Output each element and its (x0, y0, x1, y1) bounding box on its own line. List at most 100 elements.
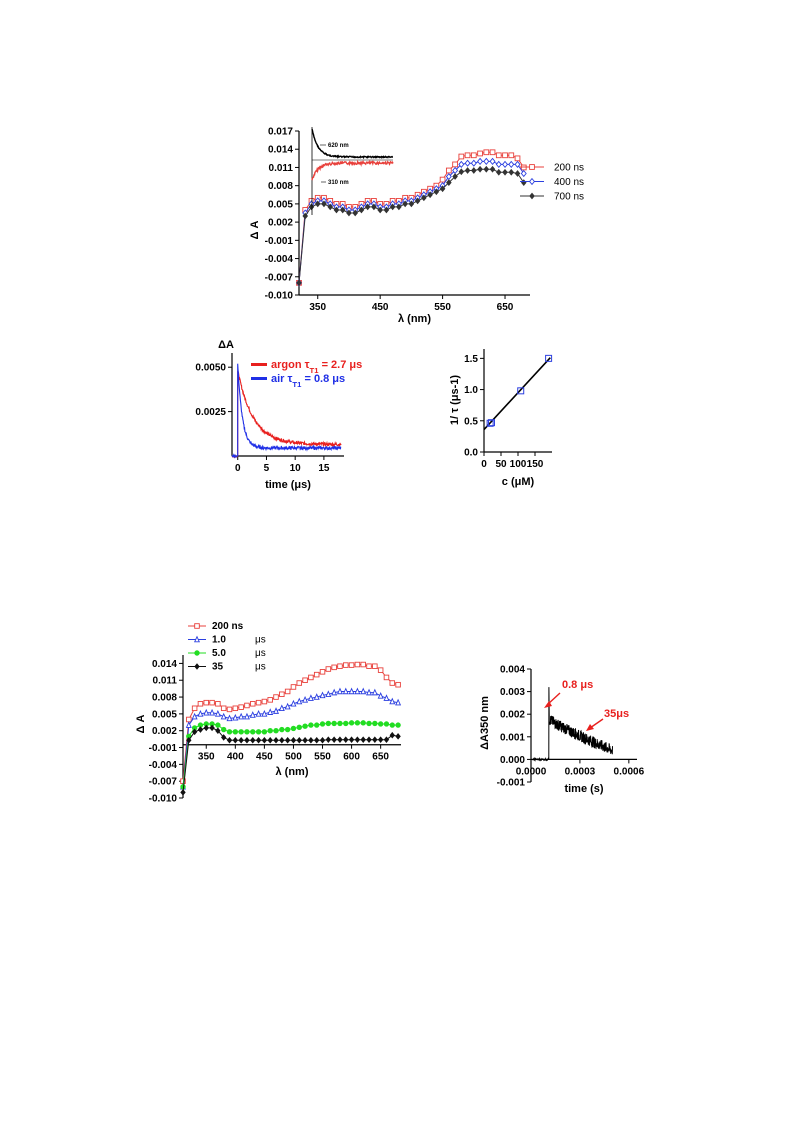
data-point (203, 699, 210, 706)
data-point (261, 736, 268, 744)
x-tick-label: 650 (497, 302, 514, 313)
data-point (238, 712, 245, 720)
series-line-0 (298, 151, 525, 283)
data-point (203, 724, 209, 732)
data-point (273, 707, 280, 714)
data-point (267, 728, 273, 734)
legend-label-1: air τT1 = 0.8 μs (271, 373, 345, 389)
data-point (520, 169, 527, 178)
legend-label-0: 200 ns (554, 163, 584, 174)
data-point (308, 674, 314, 681)
data-point (502, 168, 508, 176)
x-tick-label: 50 (495, 459, 507, 470)
data-point (336, 687, 343, 695)
data-point (389, 203, 396, 211)
data-point (279, 736, 285, 744)
data-point (220, 712, 227, 720)
data-point (321, 200, 327, 208)
legend-unit-2: μs (255, 648, 266, 659)
legend-label-0: 200 ns (212, 621, 244, 632)
data-point (296, 724, 302, 731)
data-point (249, 711, 256, 718)
data-point (180, 789, 186, 796)
inset-trace-620nm (311, 128, 393, 160)
data-point (273, 694, 279, 700)
data-point (458, 168, 465, 176)
data-point (191, 712, 198, 720)
y-tick-label: 0.011 (153, 676, 178, 687)
data-point (354, 720, 361, 726)
legend-marker-2 (194, 650, 200, 656)
data-point (273, 728, 279, 734)
y-tick-label: -0.001 (497, 778, 526, 789)
data-point (514, 155, 521, 162)
chart-transient-spectra-bottom: -0.010 -0.007 -0.004 -0.001 0.002 0.005 0.008 0… (135, 621, 402, 805)
legend-unit-1: μs (255, 635, 266, 646)
y-tick-label: 0.0050 (195, 363, 226, 374)
data-point (396, 203, 402, 211)
data-point (343, 736, 349, 743)
data-point (273, 736, 279, 744)
data-point (343, 720, 349, 727)
legend-label-2: 700 ns (554, 192, 584, 203)
data-point (267, 708, 274, 715)
data-point (358, 206, 365, 214)
y-tick-label: 0.017 (268, 127, 293, 138)
data-point (366, 720, 372, 727)
data-point (389, 680, 396, 686)
data-point (238, 736, 244, 744)
data-point (486, 419, 494, 427)
x-tick-label: 650 (372, 752, 389, 763)
data-point (402, 200, 408, 208)
data-point (267, 736, 273, 744)
y-tick-label: 0.014 (152, 659, 177, 670)
data-point (383, 694, 390, 701)
y-tick-label: 0.011 (269, 163, 294, 174)
data-point (209, 724, 215, 732)
y-tick-label: 1.0 (464, 385, 478, 396)
data-point (395, 722, 401, 728)
data-point (284, 726, 291, 733)
y-axis-label: ΔA350 nm (479, 696, 491, 750)
x-tick-label: 350 (198, 752, 215, 763)
data-point (502, 152, 508, 159)
data-point (371, 203, 377, 211)
data-point (377, 667, 384, 673)
data-point (209, 699, 215, 706)
x-tick-label: 550 (434, 302, 451, 313)
data-point (255, 699, 262, 706)
data-point (395, 733, 401, 740)
data-point (302, 723, 308, 729)
data-point (360, 720, 366, 726)
y-tick-label: 0.0025 (195, 407, 226, 418)
y-tick-label: -0.007 (265, 272, 294, 283)
data-point (226, 736, 233, 744)
data-point (290, 736, 297, 744)
chart-kinetic-trace-350nm: -0.001 0.000 0.001 0.002 0.003 0.004 0.0000 0.0… (479, 665, 645, 796)
data-point (250, 736, 256, 744)
legend-marker-2 (529, 192, 535, 200)
data-point (495, 160, 502, 169)
data-point (220, 726, 227, 733)
annotation-label-1: 35μs (604, 708, 629, 720)
legend-marker-1 (194, 635, 200, 643)
y-tick-label: 0.5 (464, 416, 478, 427)
data-point (372, 736, 378, 743)
x-tick-label: 450 (256, 752, 273, 763)
y-tick-label: 0.008 (268, 181, 293, 192)
data-point (226, 729, 233, 735)
data-point (470, 159, 477, 167)
data-point (290, 725, 297, 732)
data-point (331, 664, 337, 671)
data-point (452, 161, 458, 168)
x-tick-label: 5 (264, 463, 270, 474)
chart-triplet-decay-kinetics: 0.0025 0.0050 0 5 10 15 time (μs) ΔA argon τT1 =… (195, 339, 362, 491)
x-tick-label: 10 (290, 463, 302, 474)
y-tick-label: -0.001 (149, 743, 178, 754)
x-axis-label: c (μM) (502, 476, 535, 488)
data-point (383, 721, 390, 727)
data-point (348, 662, 355, 668)
y-tick-label: 0.0 (464, 448, 478, 459)
series-line-2 (298, 168, 525, 283)
kinetic-trace (532, 687, 613, 762)
